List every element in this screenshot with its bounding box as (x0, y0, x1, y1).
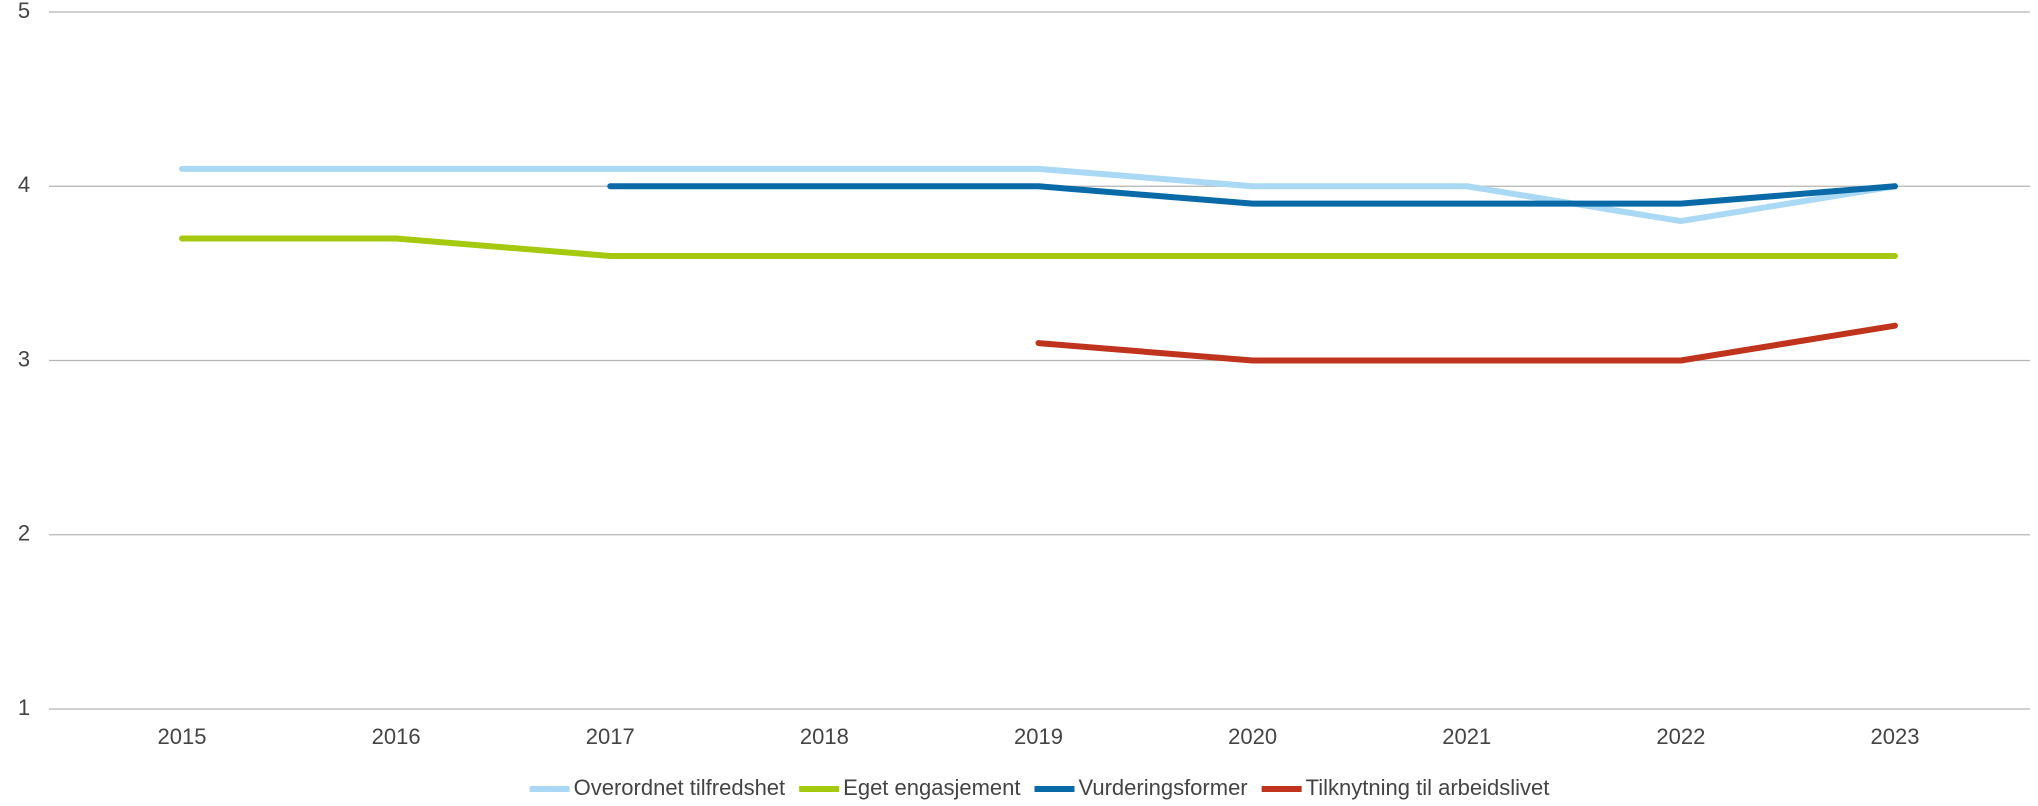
legend-label: Overordnet tilfredshet (574, 775, 786, 800)
y-tick-label: 4 (18, 172, 30, 197)
x-tick-label: 2019 (1014, 724, 1063, 749)
y-tick-label: 1 (18, 695, 30, 720)
x-tick-label: 2021 (1442, 724, 1491, 749)
x-tick-label: 2015 (158, 724, 207, 749)
legend-label: Eget engasjement (843, 775, 1020, 800)
series-line (1035, 322, 1898, 364)
series-line (607, 183, 1898, 207)
x-tick-label: 2020 (1228, 724, 1277, 749)
x-tick-label: 2016 (372, 724, 421, 749)
legend-label: Tilknytning til arbeidslivet (1306, 775, 1550, 800)
y-tick-label: 5 (18, 0, 30, 23)
legend-label: Vurderingsformer (1079, 775, 1248, 800)
x-tick-label: 2023 (1871, 724, 1920, 749)
y-tick-label: 2 (18, 521, 30, 546)
x-tick-label: 2022 (1656, 724, 1705, 749)
series-line (179, 235, 1898, 259)
x-tick-label: 2017 (586, 724, 635, 749)
x-tick-label: 2018 (800, 724, 849, 749)
series-line (179, 165, 1898, 225)
y-tick-label: 3 (18, 346, 30, 371)
